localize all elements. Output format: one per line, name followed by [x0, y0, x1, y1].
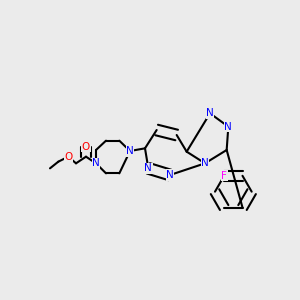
Text: F: F [221, 171, 227, 181]
Text: N: N [166, 170, 174, 180]
Text: N: N [145, 163, 152, 173]
Text: N: N [126, 146, 134, 156]
Text: N: N [206, 108, 214, 118]
Text: O: O [64, 152, 73, 162]
Text: O: O [82, 142, 90, 152]
Text: N: N [92, 158, 100, 168]
Text: N: N [224, 122, 232, 132]
Text: N: N [201, 158, 209, 168]
